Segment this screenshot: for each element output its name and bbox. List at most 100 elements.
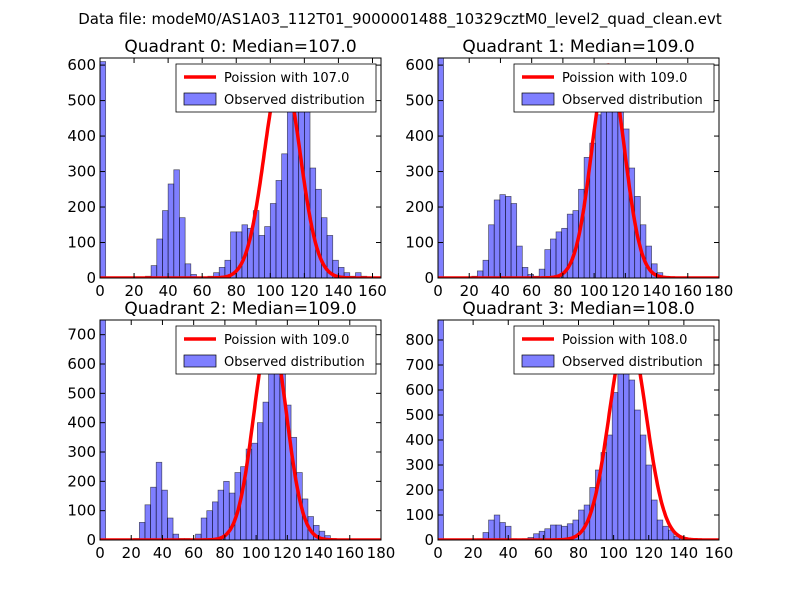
histogram-bar (544, 249, 551, 278)
histogram-bar (438, 320, 444, 540)
legend: Poission with 108.0 Observed distribution (513, 325, 715, 375)
histogram-bar (656, 519, 664, 540)
y-tick-label: 800 (405, 331, 434, 349)
y-tick-label: 700 (67, 326, 96, 344)
histogram-bar (262, 401, 269, 540)
histogram-bar (150, 265, 158, 278)
chart-panel-0: Quadrant 0: Median=107.0 0 20 40 60 80 100 120 1… (67, 37, 386, 300)
y-tick-label: 400 (405, 431, 434, 449)
histogram-bar (617, 369, 624, 540)
y-tick-label: 300 (67, 443, 96, 461)
x-tick-label: 20 (464, 544, 483, 562)
y-tick-label: 300 (67, 163, 96, 181)
histogram-bar (161, 489, 168, 540)
plot-area (100, 61, 381, 278)
legend-bar-swatch (183, 92, 217, 106)
x-tick-label: 60 (193, 282, 212, 300)
x-tick-label: 20 (122, 544, 141, 562)
histogram-bar (606, 434, 613, 540)
chart-title: Quadrant 3: Median=108.0 (462, 299, 694, 319)
histogram-bar (645, 464, 652, 540)
y-tick-label: 500 (405, 92, 434, 110)
y-tick-label: 100 (67, 502, 96, 520)
histogram-bar (138, 522, 146, 540)
y-tick-label: 600 (405, 56, 434, 74)
x-tick-label: 80 (553, 282, 572, 300)
histogram-bar (100, 61, 107, 278)
figure-title: Data file: modeM0/AS1A03_112T01_90000014… (78, 10, 722, 29)
histogram-bar (611, 392, 619, 540)
x-tick-label: 20 (125, 282, 144, 300)
histogram-bar (179, 217, 186, 278)
y-tick-label: 500 (405, 406, 434, 424)
histogram-bar (200, 517, 208, 540)
x-tick-label: 120 (611, 282, 640, 300)
histogram-bar (662, 525, 669, 540)
histogram-bar (499, 522, 506, 540)
x-tick-label: 120 (273, 544, 302, 562)
x-tick-label: 80 (227, 282, 246, 300)
histogram-bar (493, 514, 501, 540)
histogram-bar (275, 180, 282, 278)
y-tick-label: 0 (424, 269, 434, 287)
y-tick-label: 200 (67, 472, 96, 490)
histogram-bar (326, 235, 334, 278)
x-tick-label: 40 (159, 282, 178, 300)
legend-observed-label: Observed distribution (224, 93, 365, 108)
x-tick-label: 80 (215, 544, 234, 562)
histogram-bar (628, 379, 636, 540)
histogram-bar (156, 238, 163, 278)
histogram-bar (634, 409, 641, 540)
histogram-bar (172, 533, 180, 540)
histogram-bar (482, 259, 489, 278)
histogram-bar (167, 517, 174, 540)
y-tick-label: 100 (67, 234, 96, 252)
chart-title: Quadrant 0: Median=107.0 (124, 37, 356, 57)
axes-frame (99, 319, 382, 541)
histogram-bar (150, 486, 157, 540)
y-tick-label: 600 (67, 56, 96, 74)
histogram-bar (167, 183, 175, 278)
x-tick-label: 100 (256, 282, 285, 300)
x-tick-label: 80 (569, 544, 588, 562)
x-tick-label: 140 (670, 544, 699, 562)
x-tick-label: 0 (433, 544, 443, 562)
legend-bar-swatch (521, 354, 555, 368)
legend: Poission with 109.0 Observed distribution (513, 63, 715, 113)
x-tick-label: 100 (242, 544, 271, 562)
x-tick-label: 120 (634, 544, 663, 562)
legend-poisson-label: Poission with 107.0 (224, 71, 349, 86)
histogram-bar (488, 224, 495, 278)
chart-panel-1: Quadrant 1: Median=109.00 20 40 60 80 100 120 1… (405, 37, 733, 300)
legend-box (513, 325, 715, 375)
histogram-bar (251, 442, 258, 540)
axes-frame (437, 57, 720, 279)
x-tick-label: 40 (153, 544, 172, 562)
histogram-bar (268, 369, 275, 540)
histogram-bar (217, 489, 224, 540)
histogram-bar (184, 263, 192, 278)
histogram-bar (258, 235, 265, 278)
chart-title: Quadrant 1: Median=109.0 (462, 37, 694, 57)
y-tick-label: 400 (67, 127, 96, 145)
x-tick-label: 60 (184, 544, 203, 562)
histogram-bar (499, 194, 506, 278)
legend-bar-swatch (521, 92, 555, 106)
y-tick-label: 0 (86, 269, 96, 287)
legend-poisson-label: Poission with 109.0 (224, 333, 349, 348)
histogram-bar (162, 210, 169, 278)
x-tick-label: 0 (433, 282, 443, 300)
histogram-bar (355, 272, 362, 278)
histogram-bar (505, 196, 512, 278)
legend-observed-label: Observed distribution (562, 355, 703, 370)
y-tick-label: 0 (86, 531, 96, 549)
y-tick-label: 400 (67, 414, 96, 432)
histogram-bar (510, 203, 518, 278)
x-tick-label: 20 (460, 282, 479, 300)
legend-observed-label: Observed distribution (562, 93, 703, 108)
axes-frame (99, 57, 382, 279)
histogram-bar (555, 524, 562, 540)
histogram-bar (505, 525, 512, 540)
y-tick-label: 300 (405, 456, 434, 474)
y-tick-label: 0 (424, 531, 434, 549)
